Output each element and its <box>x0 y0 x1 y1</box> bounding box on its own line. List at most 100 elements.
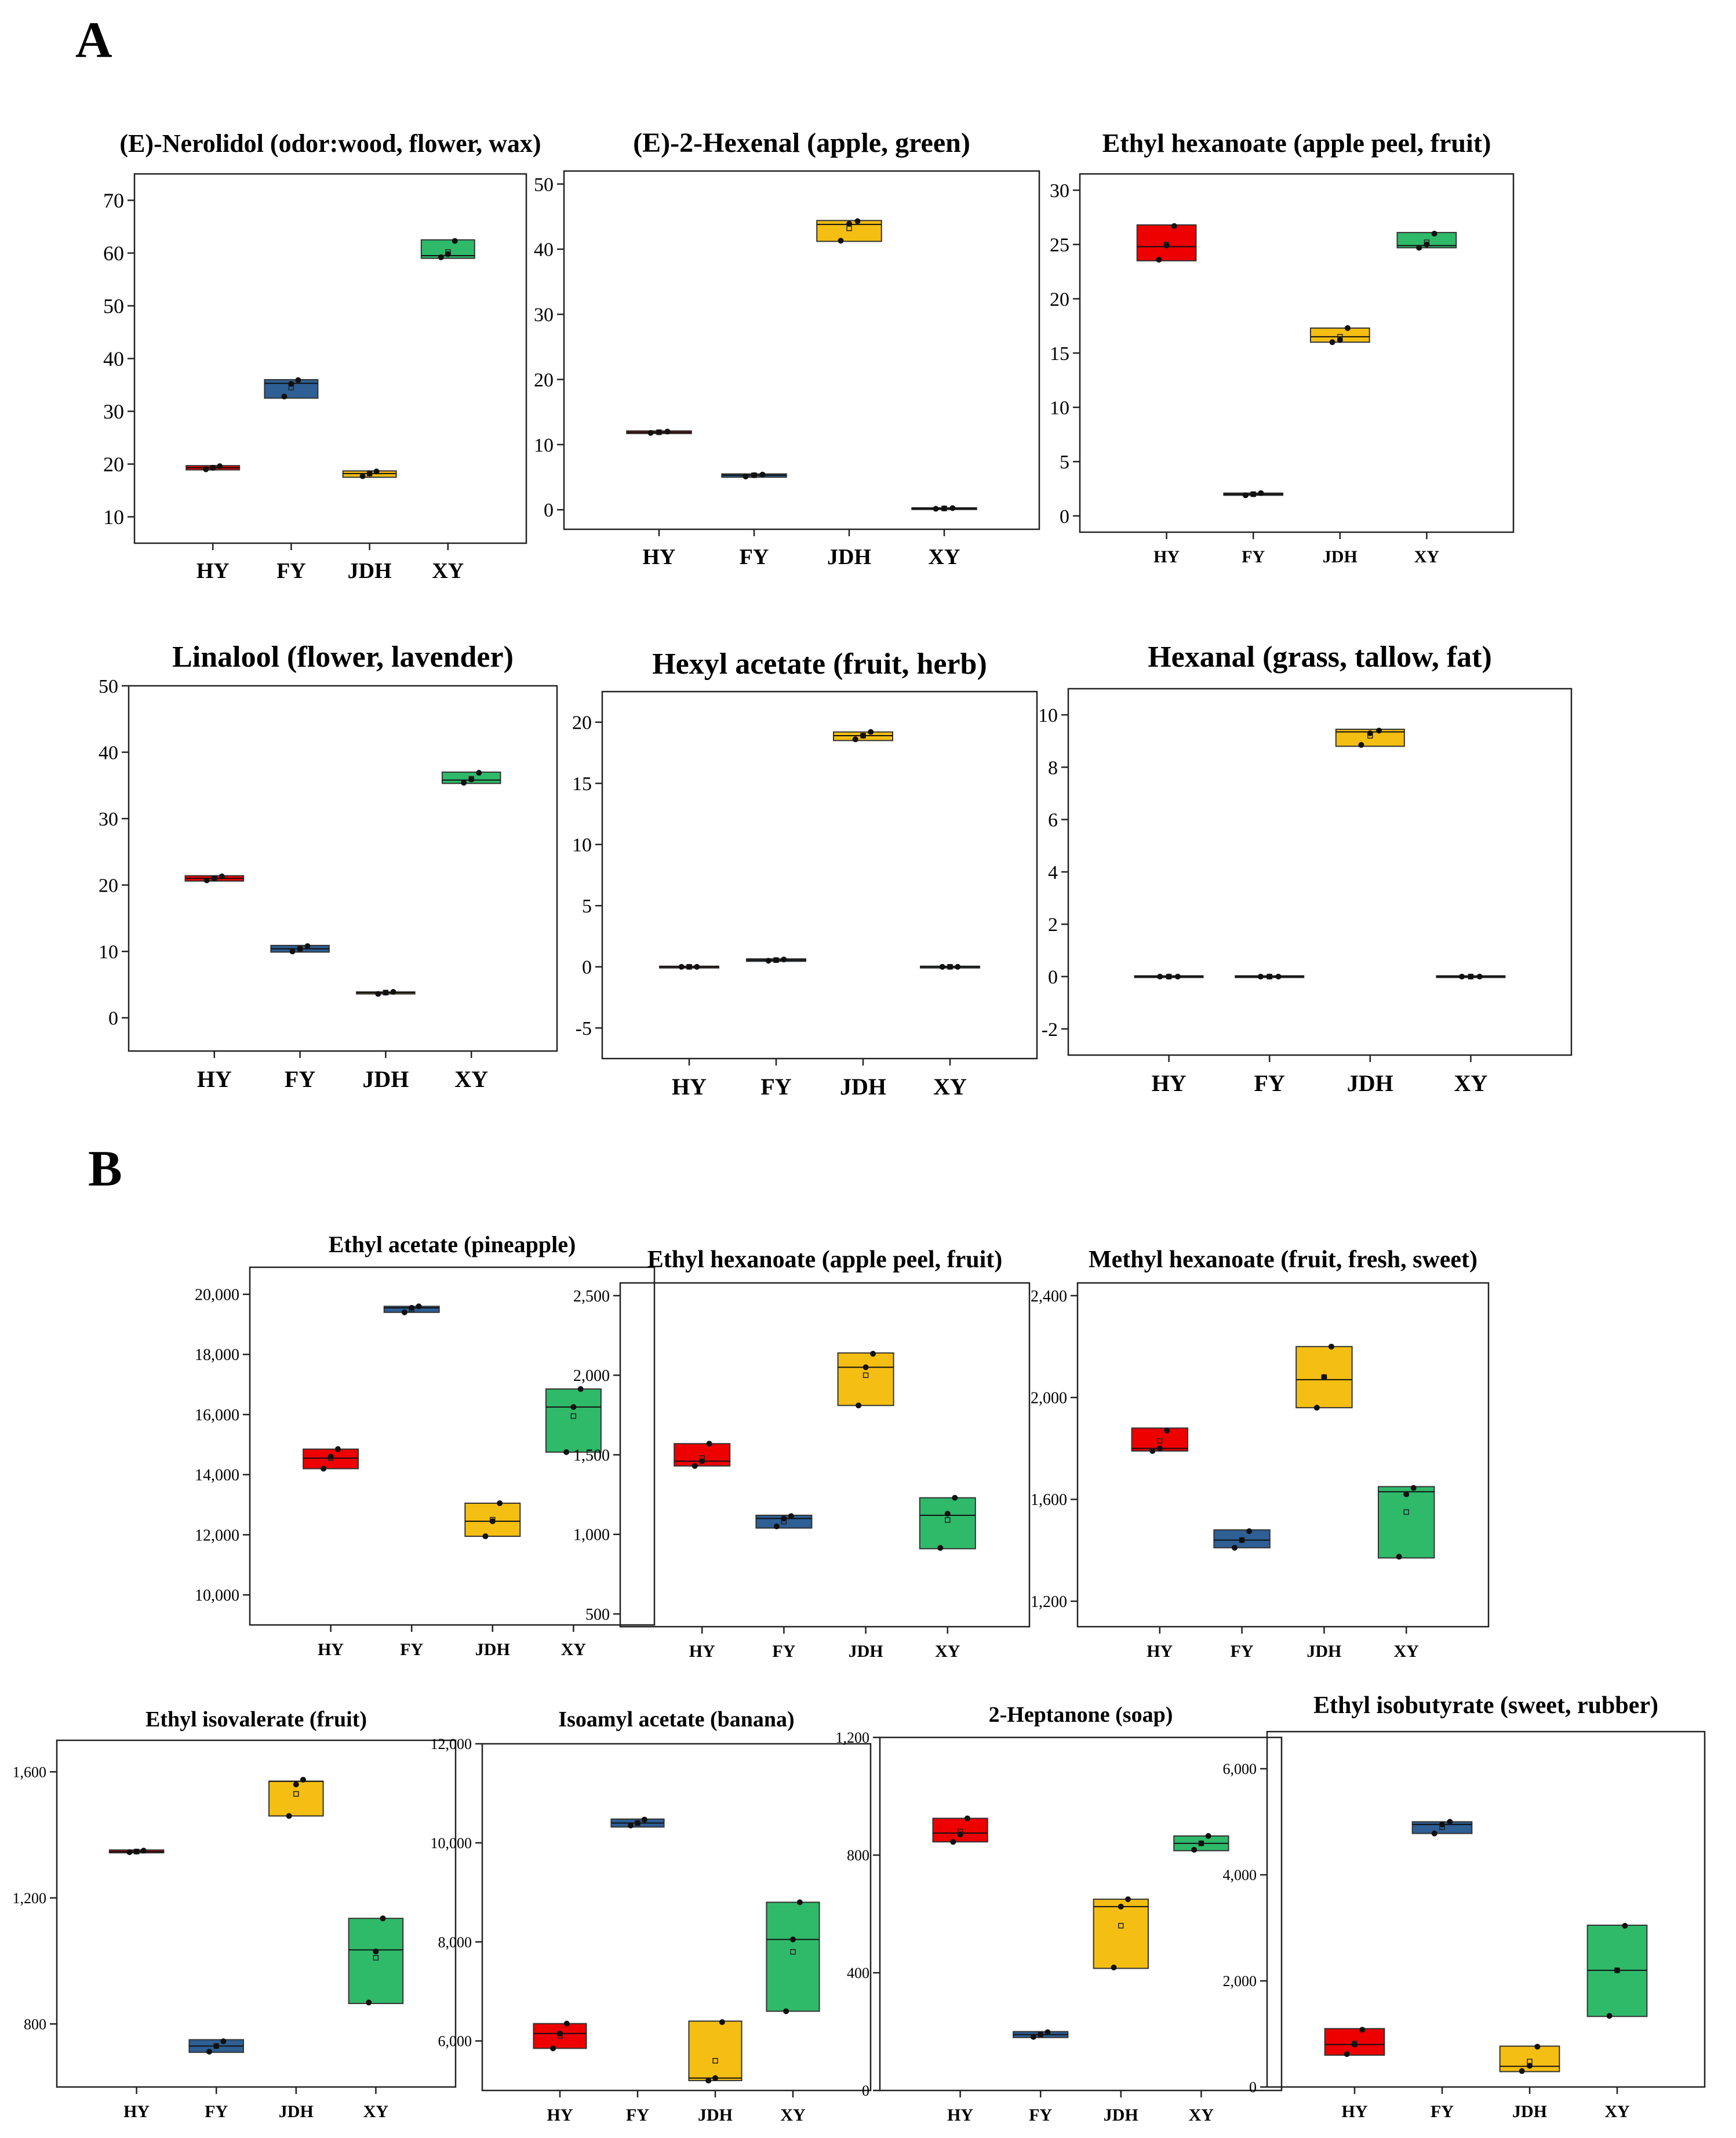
data-point <box>570 1404 577 1410</box>
data-point <box>327 1453 334 1460</box>
data-point <box>1205 1833 1211 1839</box>
mean-marker <box>1118 1923 1124 1929</box>
x-category-label: XY <box>1414 547 1440 566</box>
data-point <box>699 1458 705 1464</box>
data-point <box>955 963 961 970</box>
mean-marker <box>1403 1509 1409 1515</box>
x-category-label: XY <box>935 1642 960 1661</box>
data-point <box>497 1500 503 1507</box>
y-tick-label: 15 <box>1050 343 1069 365</box>
data-point <box>964 1815 970 1821</box>
data-point <box>1163 242 1170 249</box>
chart-title: Linalool (flower, lavender) <box>172 641 514 674</box>
x-category-label: HY <box>1342 2102 1368 2121</box>
data-point <box>852 736 858 743</box>
data-point <box>203 466 209 472</box>
x-category-label: FY <box>740 545 769 569</box>
y-tick-label: 0 <box>1249 2079 1257 2096</box>
y-tick-label: 20 <box>572 712 592 734</box>
x-category-label: HY <box>197 1066 232 1092</box>
data-point <box>950 1839 956 1845</box>
plot-frame <box>249 1266 656 1626</box>
x-category-label: HY <box>689 1642 715 1661</box>
data-point <box>694 963 700 970</box>
y-tick-label: 30 <box>99 809 118 830</box>
x-category-label: XY <box>454 1066 488 1092</box>
data-point <box>1118 1903 1124 1910</box>
x-category-label: HY <box>1153 547 1180 566</box>
x-category-label: JDH <box>1306 1642 1341 1661</box>
data-point <box>1149 1448 1156 1454</box>
data-point <box>1275 973 1282 980</box>
data-point <box>765 958 771 964</box>
box-chart: Ethyl isovalerate (fruit) 800 1,200 1,600 HY… <box>13 1707 457 2121</box>
data-point <box>862 1364 869 1370</box>
x-category-label: JDH <box>1104 2106 1138 2125</box>
plot-frame <box>481 1743 872 2092</box>
y-tick-label: 30 <box>534 304 554 326</box>
chart-title: Methyl hexanoate (fruit, fresh, sweet) <box>1089 1246 1477 1273</box>
y-tick-label: 2 <box>1048 914 1058 936</box>
y-tick-label: 5 <box>582 896 592 917</box>
x-category-label: FY <box>276 559 306 583</box>
x-category-label: HY <box>947 2106 973 2125</box>
data-point <box>1367 730 1373 736</box>
data-point <box>937 1545 944 1551</box>
data-point <box>1476 973 1483 980</box>
data-point <box>304 943 311 950</box>
data-point <box>220 2038 227 2045</box>
data-point <box>1171 223 1177 229</box>
plot-frame <box>563 170 1040 530</box>
data-point <box>1232 1544 1238 1551</box>
data-point <box>375 991 381 997</box>
x-category-label: FY <box>205 2102 228 2121</box>
data-point <box>941 506 947 512</box>
y-tick-label: 10 <box>1050 398 1069 419</box>
chart-title: Ethyl isovalerate (fruit) <box>145 1707 367 1732</box>
x-category-label: XY <box>1394 1642 1420 1661</box>
data-point <box>321 1466 327 1472</box>
data-point <box>1257 973 1264 980</box>
y-tick-label: 1,200 <box>13 1890 47 1907</box>
plot-frame <box>1266 1730 1706 2088</box>
data-point <box>647 430 654 436</box>
data-point <box>743 473 749 479</box>
y-tick-label: 20 <box>99 875 118 897</box>
data-point <box>1606 2013 1613 2019</box>
data-point <box>1242 492 1249 499</box>
data-point <box>1156 1445 1163 1452</box>
data-point <box>759 471 766 478</box>
data-point <box>140 1848 147 1854</box>
chart-title: (E)-2-Hexenal (apple, green) <box>633 128 970 158</box>
data-point <box>664 428 671 435</box>
chart-title: 2-Heptanone (soap) <box>989 1703 1173 1727</box>
box-chart: Ethyl acetate (pineapple) 10,000 12,000 14,… <box>195 1231 656 1659</box>
data-point <box>1038 2031 1044 2038</box>
data-point <box>1191 1846 1198 1853</box>
x-category-label: JDH <box>840 1074 886 1100</box>
data-point <box>482 1533 489 1540</box>
mean-marker <box>862 1372 869 1378</box>
chart-title: Ethyl isobutyrate (sweet, rubber) <box>1313 1692 1658 1719</box>
data-point <box>751 472 757 478</box>
box-chart: Methyl hexanoate (fruit, fresh, sweet) 1,… <box>1031 1246 1490 1661</box>
x-category-label: FY <box>760 1074 791 1100</box>
data-point <box>1111 1964 1117 1970</box>
panel-label-a: A <box>75 12 112 68</box>
y-tick-label: 2,400 <box>1031 1288 1067 1306</box>
x-category-label: XY <box>363 2102 389 2121</box>
box-chart: Hexanal (grass, tallow, fat) -2 0 2 4 6 8 10 HY F… <box>1038 641 1573 1096</box>
y-tick-label: -2 <box>1042 1019 1058 1041</box>
data-point <box>1614 1967 1620 1973</box>
data-point <box>1424 241 1430 248</box>
data-point <box>563 1449 570 1455</box>
data-point <box>641 1816 647 1823</box>
data-point <box>211 875 217 882</box>
chart-title: Ethyl hexanoate (apple peel, fruit) <box>1102 128 1491 158</box>
x-category-label: JDH <box>348 559 392 583</box>
data-point <box>1376 728 1382 734</box>
data-point <box>206 2049 213 2055</box>
data-point <box>281 394 287 400</box>
plot-frame <box>1076 1282 1490 1628</box>
x-category-label: JDH <box>827 545 871 569</box>
